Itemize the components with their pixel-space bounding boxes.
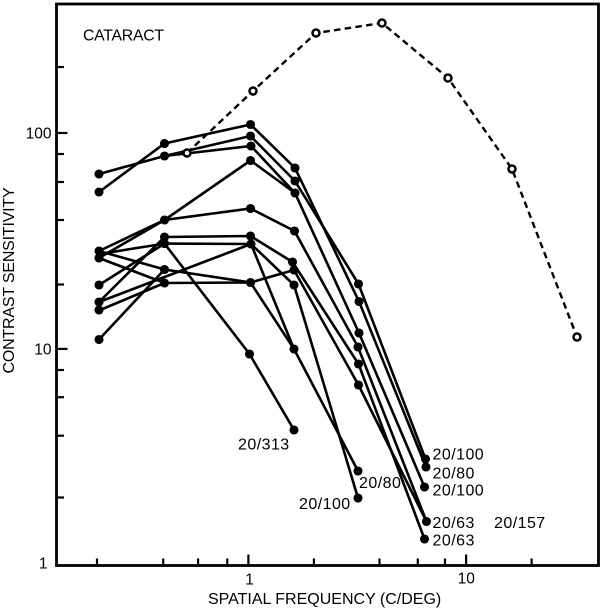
svg-text:10: 10 [458, 570, 476, 587]
svg-text:20/157: 20/157 [494, 515, 546, 532]
svg-text:20/100: 20/100 [299, 496, 351, 513]
svg-text:10: 10 [34, 341, 52, 358]
svg-text:20/63: 20/63 [433, 533, 475, 550]
svg-text:CONTRAST SENSITIVITY: CONTRAST SENSITIVITY [1, 187, 18, 373]
svg-text:20/313: 20/313 [238, 437, 290, 454]
svg-text:20/80: 20/80 [433, 466, 475, 483]
svg-text:20/80: 20/80 [359, 475, 401, 492]
svg-text:20/63: 20/63 [433, 515, 475, 532]
svg-text:100: 100 [26, 126, 52, 143]
svg-text:SPATIAL FREQUENCY (C/DEG): SPATIAL FREQUENCY (C/DEG) [208, 591, 441, 608]
svg-text:20/100: 20/100 [433, 483, 485, 500]
svg-text:20/100: 20/100 [433, 447, 485, 464]
svg-text:1: 1 [245, 571, 254, 588]
svg-text:1: 1 [39, 556, 48, 573]
svg-text:CATARACT: CATARACT [83, 28, 164, 45]
